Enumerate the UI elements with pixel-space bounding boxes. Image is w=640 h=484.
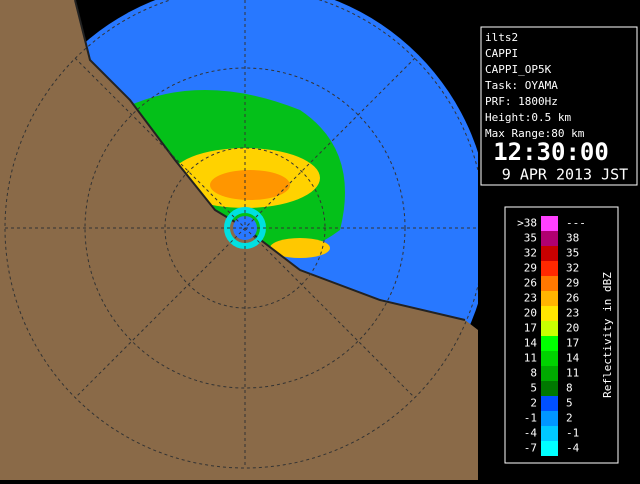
land xyxy=(0,0,478,480)
date: 9 APR 2013 JST xyxy=(502,166,628,184)
info-line: CAPPI xyxy=(485,47,518,60)
time: 12:30:00 xyxy=(493,138,609,166)
info-line: Task: OYAMA xyxy=(485,79,558,92)
legend-swatch xyxy=(541,366,558,381)
legend-high: 14 xyxy=(566,352,580,365)
info-line: CAPPI_OP5K xyxy=(485,63,552,76)
legend-low: 14 xyxy=(524,337,538,350)
legend-low: 29 xyxy=(524,262,537,275)
legend-low: -1 xyxy=(524,412,537,425)
legend-high: 23 xyxy=(566,307,579,320)
legend-low: 2 xyxy=(530,397,537,410)
legend-low: 32 xyxy=(524,247,537,260)
legend-swatch xyxy=(541,246,558,261)
legend-high: 32 xyxy=(566,262,579,275)
legend-swatch xyxy=(541,231,558,246)
legend-low: 11 xyxy=(524,352,537,365)
legend-high: 29 xyxy=(566,277,579,290)
legend-swatch xyxy=(541,276,558,291)
legend-high: --- xyxy=(566,217,586,230)
legend-swatch xyxy=(541,411,558,426)
legend-swatch xyxy=(541,291,558,306)
legend-high: 17 xyxy=(566,337,579,350)
info-line: Height:0.5 km xyxy=(485,111,571,124)
legend-low: 8 xyxy=(530,367,537,380)
legend-high: -1 xyxy=(566,427,579,440)
legend-low: 5 xyxy=(530,382,537,395)
legend-high: -4 xyxy=(566,442,580,455)
coastline xyxy=(74,0,466,321)
legend-high: 8 xyxy=(566,382,573,395)
legend-high: 11 xyxy=(566,367,579,380)
legend-swatch xyxy=(541,306,558,321)
legend-low: 23 xyxy=(524,292,537,305)
legend-low: >38 xyxy=(517,217,537,230)
legend-high: 26 xyxy=(566,292,579,305)
legend-high: 35 xyxy=(566,247,579,260)
echo-orange xyxy=(210,170,290,200)
legend-swatch xyxy=(541,321,558,336)
info-text: ilts2 CAPPI CAPPI_OP5K Task: OYAMA PRF: 1800… xyxy=(485,31,585,140)
legend-low: 17 xyxy=(524,322,537,335)
legend-high: 38 xyxy=(566,232,579,245)
legend-high: 20 xyxy=(566,322,579,335)
legend-swatch xyxy=(541,261,558,276)
legend-low: 20 xyxy=(524,307,537,320)
legend-swatch xyxy=(541,336,558,351)
legend-box xyxy=(504,206,619,464)
legend-high: 5 xyxy=(566,397,573,410)
legend-low: -4 xyxy=(524,427,538,440)
legend-title: Reflectivity in dBZ xyxy=(601,272,614,398)
info-line: Max Range:80 km xyxy=(485,127,585,140)
legend-low: 35 xyxy=(524,232,537,245)
legend-high: 2 xyxy=(566,412,573,425)
info-line: ilts2 xyxy=(485,31,518,44)
legend: >38 --- 35 38 32 35 29 32 26 29 23 26 20 23 17 20 14 17 11… xyxy=(517,216,586,456)
info-line: PRF: 1800Hz xyxy=(485,95,558,108)
legend-low: -7 xyxy=(524,442,537,455)
echo-yellow-small xyxy=(270,238,330,258)
legend-swatch xyxy=(541,426,558,441)
legend-low: 26 xyxy=(524,277,537,290)
legend-swatch xyxy=(541,351,558,366)
legend-swatch xyxy=(541,381,558,396)
legend-swatch xyxy=(541,441,558,456)
legend-swatch xyxy=(541,396,558,411)
info-box xyxy=(480,26,638,186)
legend-swatch xyxy=(541,216,558,231)
